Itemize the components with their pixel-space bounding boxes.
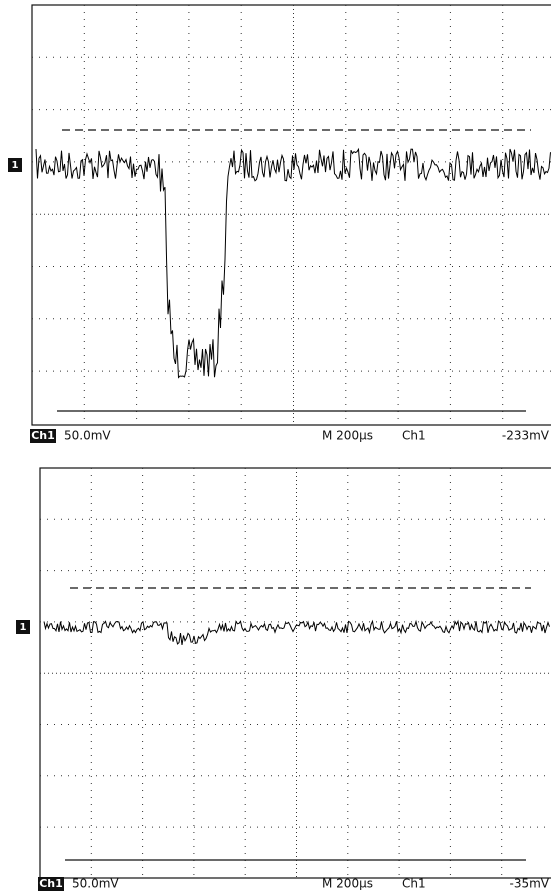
volts-per-div: 50.0mV <box>64 429 111 443</box>
timebase: M 200µs <box>322 877 373 891</box>
channel-marker: 1 <box>20 622 27 633</box>
screen-frame <box>32 5 551 425</box>
channel-label: Ch1 <box>31 429 55 442</box>
waveform-trace <box>36 149 551 378</box>
trigger-level: -35mV <box>510 877 550 891</box>
trigger-source: Ch1 <box>402 877 426 891</box>
timebase: M 200µs <box>322 429 373 443</box>
trigger-source: Ch1 <box>402 429 426 443</box>
channel-label: Ch1 <box>39 877 63 890</box>
volts-per-div: 50.0mV <box>72 877 119 891</box>
trigger-level: -233mV <box>502 429 550 443</box>
scope-figure: 1 Ch1 50.0mV M 200µs Ch1 -233mV 1 Ch1 50.0mV M 20… <box>0 0 551 891</box>
channel-marker: 1 <box>12 160 19 171</box>
page: 1 Ch1 50.0mV M 200µs Ch1 -233mV 1 Ch1 50.0mV M 20… <box>0 0 551 891</box>
